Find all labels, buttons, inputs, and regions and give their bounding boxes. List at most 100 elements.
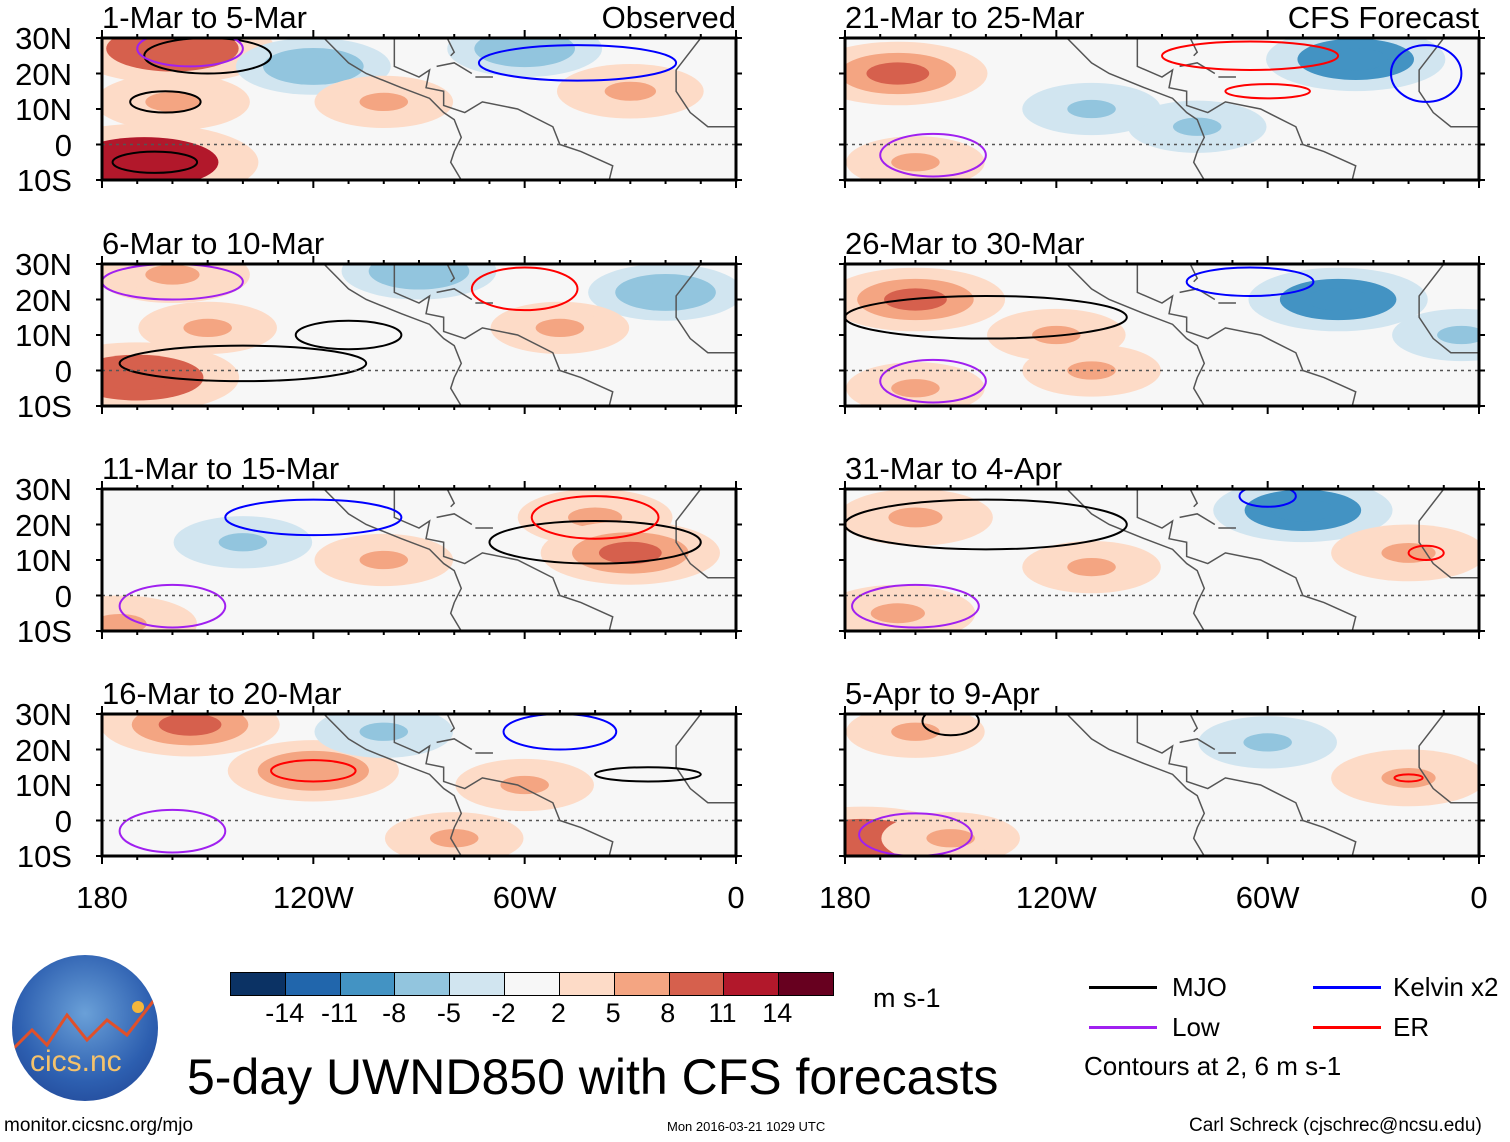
coastline: [393, 489, 614, 631]
anomaly-shading: [359, 550, 409, 570]
anomaly-shading: [870, 603, 925, 624]
anomaly-shading: [429, 829, 479, 848]
colorbar-swatch: [614, 973, 670, 995]
coastline: [1418, 264, 1479, 354]
lon-label: 120W: [1015, 880, 1097, 915]
mjo-contour: [845, 294, 1128, 340]
anomaly-shading: [500, 775, 549, 795]
colorbar-swatch: [505, 973, 560, 995]
colorbar-label: -11: [320, 998, 358, 1028]
low-contour: [118, 808, 227, 854]
coastline: [1189, 714, 1199, 733]
legend-er: ER: [1393, 1012, 1430, 1042]
panel-title: 31-Mar to 4-Apr: [845, 451, 1063, 486]
kelvin-contour: [1389, 44, 1463, 103]
anomaly-shading: [891, 722, 940, 741]
coastline: [675, 489, 736, 579]
mjo-contour: [129, 90, 202, 114]
mjo-contour: [118, 344, 368, 383]
low-contour: [136, 38, 244, 68]
colorbar: [230, 972, 834, 996]
map-panel: [96, 481, 742, 639]
anomaly-shading: [866, 62, 930, 85]
mountain-icon: [12, 994, 158, 1052]
colorbar-swatch: [231, 973, 286, 995]
er-contour: [270, 759, 357, 783]
er-contour: [1224, 83, 1311, 100]
anomaly-shading: [102, 365, 173, 390]
low-contour: [879, 132, 987, 178]
anomaly-shading: [158, 714, 222, 736]
anomaly-shading: [1271, 499, 1335, 522]
legend-mjo-line: [1089, 986, 1157, 989]
coastline: [436, 513, 473, 526]
kelvin-contour: [502, 714, 618, 751]
mjo-contour: [921, 714, 980, 737]
colorbar-label: -2: [491, 998, 516, 1028]
kelvin-contour: [477, 44, 678, 82]
map-panel: [839, 481, 1485, 639]
logo: cics.nc: [12, 955, 158, 1101]
panel-title: 21-Mar to 25-Mar: [845, 0, 1085, 35]
panel-title: 5-Apr to 9-Apr: [845, 676, 1040, 711]
lat-label: 20N: [15, 282, 72, 318]
colorbar-label: 2: [550, 998, 566, 1028]
coastline: [446, 264, 456, 283]
colorbar-label: -14: [265, 998, 305, 1028]
coastline: [446, 714, 456, 733]
anomaly-shading: [1437, 325, 1479, 345]
coastline: [1066, 489, 1206, 631]
lon-label: 60W: [1235, 880, 1300, 915]
map-panel: [96, 256, 742, 414]
lat-label: 30N: [15, 697, 72, 732]
anomaly-shading: [891, 153, 940, 172]
coastline: [393, 38, 614, 180]
anomaly-shading: [535, 318, 585, 338]
lat-label: 10N: [15, 318, 72, 353]
mjo-contour: [294, 319, 403, 351]
anomaly-shading: [145, 91, 200, 112]
anomaly-shading: [359, 722, 409, 741]
lat-label: 10N: [15, 543, 72, 578]
er-contour: [1393, 773, 1424, 783]
main-title: 5-day UWND850 with CFS forecasts: [187, 1049, 999, 1105]
colorbar-label: 5: [605, 998, 621, 1028]
colorbar-label: 8: [660, 998, 676, 1028]
legend-low: Low: [1172, 1012, 1220, 1042]
coastline: [323, 38, 463, 180]
lat-label: 20N: [15, 507, 72, 543]
colorbar-label: -8: [382, 998, 407, 1028]
mjo-contour: [845, 498, 1128, 551]
anomaly-shading: [1067, 99, 1116, 119]
panel-header-label: Observed: [601, 0, 736, 35]
panel-title: 26-Mar to 30-Mar: [845, 226, 1085, 261]
anomaly-shading: [136, 38, 209, 61]
lat-label: 30N: [15, 472, 72, 507]
anomaly-shading: [926, 829, 975, 848]
lat-label: 10N: [15, 768, 72, 803]
lon-label: 180: [76, 880, 128, 915]
lat-label: 10S: [16, 839, 72, 874]
map-panel: [96, 706, 742, 864]
footer-url[interactable]: monitor.cicsnc.org/mjo: [4, 1115, 194, 1136]
anomaly-shading: [1306, 288, 1370, 311]
coastline: [1179, 513, 1216, 526]
lat-label: 0: [54, 127, 72, 163]
colorbar-swatch: [669, 973, 725, 995]
colorbar-label: 14: [762, 998, 793, 1028]
coastline: [1189, 264, 1199, 283]
panel-title: 1-Mar to 5-Mar: [102, 0, 307, 35]
legend-kelvin: Kelvin x2: [1393, 972, 1499, 1002]
coastline: [675, 38, 736, 128]
lon-label: 60W: [492, 880, 557, 915]
lat-label: 0: [54, 353, 72, 389]
legend-mjo: MJO: [1172, 972, 1227, 1002]
coastline: [323, 264, 463, 406]
low-contour: [102, 264, 244, 301]
coastline: [1066, 264, 1206, 406]
coastline: [323, 489, 463, 631]
lon-label: 0: [727, 880, 745, 915]
colorbar-swatch: [450, 973, 506, 995]
panel-title: 6-Mar to 10-Mar: [102, 226, 325, 261]
